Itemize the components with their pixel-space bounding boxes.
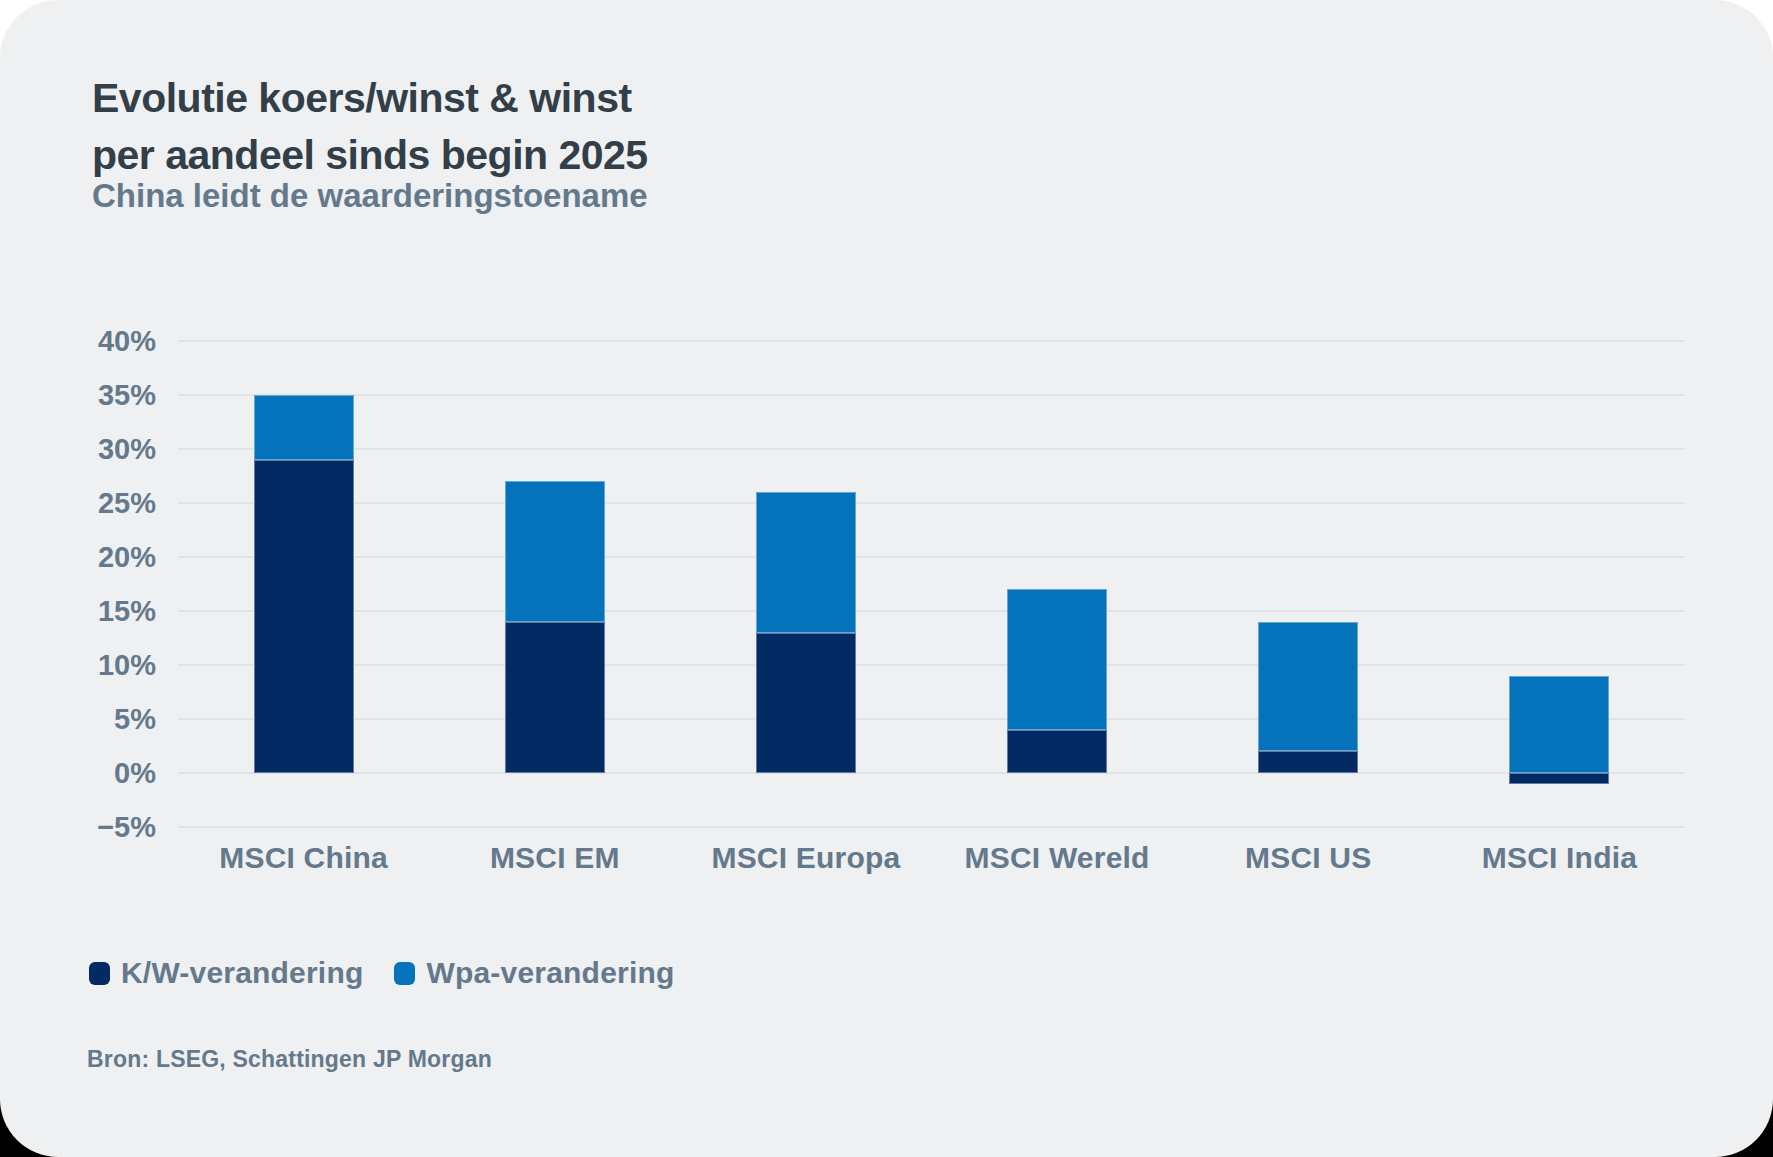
legend-item-wpa: Wpa-verandering — [394, 956, 674, 990]
gridline — [178, 556, 1685, 558]
legend-item-kw: K/W-verandering — [89, 956, 363, 990]
x-axis-category-label: MSCI US — [1178, 840, 1438, 876]
gridline — [178, 340, 1685, 342]
y-axis-tick-label: 0% — [0, 758, 156, 788]
gridline — [178, 502, 1685, 504]
bar-segment-kw — [756, 633, 856, 773]
y-axis-tick-label: 20% — [0, 542, 156, 572]
legend-swatch-wpa-icon — [394, 962, 415, 985]
x-axis-category-label: MSCI Wereld — [927, 840, 1187, 876]
gridline — [178, 772, 1685, 774]
y-axis-tick-label: 25% — [0, 488, 156, 518]
chart-legend: K/W-verandering Wpa-verandering — [89, 956, 674, 990]
bar-segment-kw — [254, 460, 354, 773]
gridline — [178, 610, 1685, 612]
chart-card: Evolutie koers/winst & winst per aandeel… — [0, 0, 1773, 1157]
y-axis-tick-label: −5% — [0, 812, 156, 842]
gridline — [178, 718, 1685, 720]
bar-segment-wpa — [1007, 589, 1107, 729]
gridline — [178, 664, 1685, 666]
gridline — [178, 448, 1685, 450]
bar-segment-wpa — [756, 492, 856, 632]
y-axis-tick-label: 35% — [0, 380, 156, 410]
bar-segment-wpa — [505, 481, 605, 621]
bar-segment-kw — [505, 622, 605, 773]
legend-label-wpa: Wpa-verandering — [426, 956, 674, 990]
x-axis-category-label: MSCI EM — [425, 840, 685, 876]
legend-swatch-kw-icon — [89, 962, 110, 985]
bar-segment-kw — [1509, 773, 1609, 784]
bar-segment-wpa — [1509, 676, 1609, 773]
gridline — [178, 826, 1685, 828]
x-axis-category-label: MSCI China — [174, 840, 434, 876]
y-axis-tick-label: 30% — [0, 434, 156, 464]
gridline — [178, 394, 1685, 396]
bar-segment-wpa — [1258, 622, 1358, 752]
x-axis-category-label: MSCI India — [1429, 840, 1689, 876]
bar-segment-wpa — [254, 395, 354, 460]
legend-label-kw: K/W-verandering — [121, 956, 363, 990]
source-note: Bron: LSEG, Schattingen JP Morgan — [87, 1046, 492, 1073]
y-axis-tick-label: 10% — [0, 650, 156, 680]
x-axis-category-label: MSCI Europa — [676, 840, 936, 876]
y-axis-tick-label: 40% — [0, 326, 156, 356]
y-axis-tick-label: 5% — [0, 704, 156, 734]
bar-segment-kw — [1007, 730, 1107, 773]
y-axis-tick-label: 15% — [0, 596, 156, 626]
bar-segment-kw — [1258, 751, 1358, 773]
